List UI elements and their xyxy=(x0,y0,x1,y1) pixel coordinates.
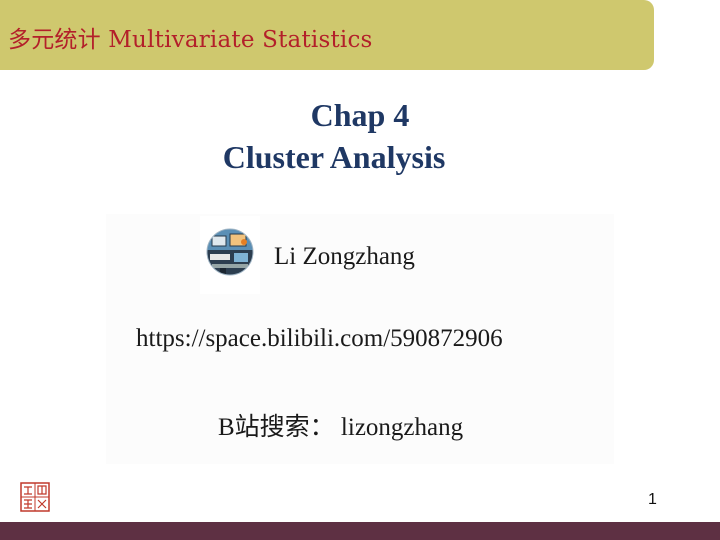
course-title: 多元统计 Multivariate Statistics xyxy=(8,27,373,53)
chapter-label: Chap 4 xyxy=(310,97,410,133)
slide-title: Cluster Analysis xyxy=(222,139,446,175)
header-bar xyxy=(0,0,654,70)
info-panel xyxy=(106,214,614,464)
red-seal-stamp xyxy=(20,482,50,512)
page-number: 1 xyxy=(648,491,657,508)
computer-desk-icon xyxy=(206,228,254,276)
bilibili-search-hint: B站搜索： lizongzhang xyxy=(218,414,464,441)
footer-bar xyxy=(0,522,720,540)
slide-title-block: Chap 4 Cluster Analysis xyxy=(0,94,720,178)
author-name: Li Zongzhang xyxy=(274,243,415,270)
bilibili-link[interactable]: https://space.bilibili.com/590872906 xyxy=(136,325,503,352)
